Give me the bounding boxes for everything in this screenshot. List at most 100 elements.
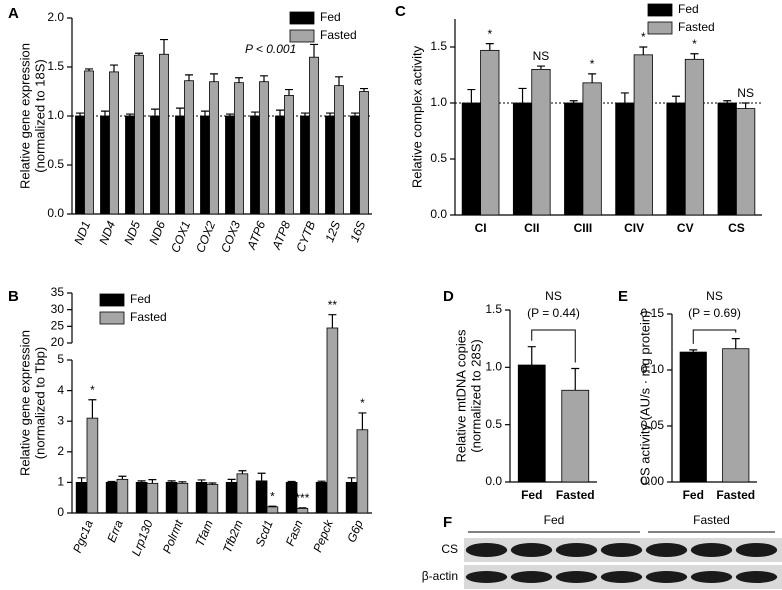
bar: [615, 102, 635, 216]
x-tick-label: CIV: [624, 221, 644, 235]
error-bar: [328, 314, 337, 328]
error-bar: [569, 100, 578, 103]
row-label: β-actin: [422, 569, 458, 583]
y-axis-label: Relative gene expression: [17, 330, 32, 476]
y-axis-label: Relative gene expression: [17, 43, 32, 189]
panel-letter: D: [443, 288, 454, 305]
bar: [146, 482, 159, 514]
bar: [100, 115, 110, 215]
group-label: Fasted: [693, 513, 730, 527]
x-tick-label: CI: [475, 221, 487, 235]
x-tick-label: Tfb2m: [220, 518, 246, 555]
bar: [125, 115, 135, 215]
panel-letter: F: [443, 514, 452, 531]
bar: [176, 482, 189, 514]
error-bar: [620, 92, 629, 103]
error-bar: [731, 338, 740, 349]
y-tick-label: 0.5: [47, 157, 64, 171]
significance-label: NS: [737, 86, 754, 100]
blot-band: [735, 543, 778, 557]
error-bar: [347, 477, 356, 483]
error-bar: [167, 480, 176, 483]
bar: [633, 54, 653, 216]
bracket-label: NS: [545, 289, 562, 303]
x-tick-label: CII: [524, 221, 539, 235]
x-tick-label: Fed: [521, 488, 542, 502]
error-bar: [210, 73, 218, 82]
bar: [184, 80, 194, 215]
x-tick-label: Tfam: [192, 518, 215, 549]
y-tick-label: 25: [51, 319, 65, 333]
error-bar: [208, 482, 217, 485]
error-bar: [571, 367, 580, 391]
bar: [135, 481, 148, 514]
blot-band: [600, 543, 643, 557]
error-bar: [672, 95, 681, 103]
legend-label: Fasted: [320, 28, 357, 42]
bar: [275, 115, 285, 215]
significance-label: **: [328, 298, 338, 312]
error-bar: [110, 64, 118, 72]
error-bar: [326, 112, 334, 116]
x-tick-label: 12S: [322, 219, 343, 244]
x-tick-label: G6p: [344, 518, 366, 545]
error-bar: [160, 38, 168, 55]
bar: [225, 481, 238, 514]
bar: [159, 53, 169, 215]
y-axis-label: CS activity (AU/s · mg protein): [637, 311, 652, 486]
y-tick-label: 1.5: [430, 39, 447, 53]
y-axis-label: (normalized to Tbp): [32, 347, 47, 459]
significance-bracket: [692, 329, 737, 344]
blot-band: [465, 571, 508, 583]
bar: [517, 364, 546, 483]
x-tick-label: COX3: [218, 219, 243, 255]
significance-bracket: [531, 329, 576, 363]
bar: [86, 417, 99, 514]
x-tick-label: Fasted: [556, 488, 595, 502]
x-tick-label: COX1: [168, 219, 193, 255]
bracket-label: (P = 0.69): [688, 306, 741, 320]
bar: [350, 115, 360, 215]
legend-swatch: [289, 11, 315, 25]
blot-band: [555, 543, 598, 557]
y-tick-label: 0.15: [641, 306, 665, 320]
y-tick-label: 5: [57, 352, 64, 366]
x-tick-label: Erra: [104, 518, 126, 545]
bar: [717, 102, 737, 216]
y-tick-label: 1.0: [47, 108, 64, 122]
annotation: P < 0.001: [245, 42, 296, 56]
blot-band: [690, 571, 733, 583]
panel-letter: E: [618, 288, 628, 305]
bar: [259, 81, 269, 215]
y-axis-label: Relative mtDNA copies: [453, 329, 468, 462]
y-tick-label: 0: [57, 505, 64, 519]
bracket-label: NS: [706, 289, 723, 303]
bar: [134, 54, 144, 215]
bar: [209, 81, 219, 215]
bar: [679, 351, 707, 483]
x-tick-label: Lrp130: [129, 518, 156, 558]
bar: [175, 115, 185, 215]
y-tick-label: 0.10: [641, 362, 665, 376]
x-tick-label: CIII: [574, 221, 593, 235]
legend-label: Fasted: [130, 310, 167, 324]
y-tick-label: 1.0: [430, 95, 447, 109]
significance-label: *: [487, 27, 492, 41]
legend-swatch: [99, 293, 125, 307]
error-bar: [285, 88, 293, 96]
y-tick-label: 35: [51, 285, 65, 299]
error-bar: [741, 102, 750, 109]
error-bar: [276, 109, 284, 116]
bar: [255, 480, 268, 514]
significance-label: *: [270, 489, 275, 503]
bar: [684, 58, 705, 216]
error-bar: [298, 507, 307, 509]
bar: [300, 115, 310, 215]
y-tick-label: 2: [57, 444, 64, 458]
error-bar: [257, 472, 266, 481]
panel-letter: C: [395, 3, 406, 20]
bar: [296, 508, 309, 514]
bar: [150, 115, 160, 215]
x-tick-label: ND4: [96, 219, 118, 247]
